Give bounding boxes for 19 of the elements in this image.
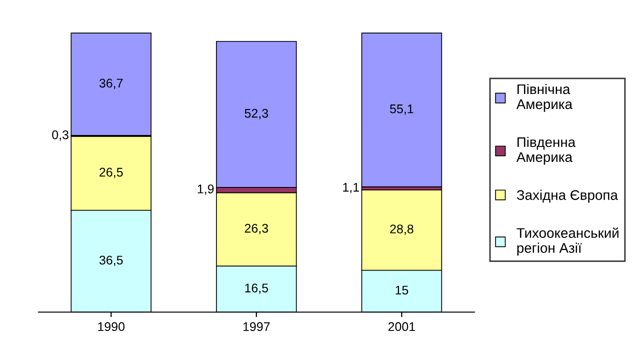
data-label: 52,3 [244,108,268,120]
x-tick-label: 1997 [243,322,270,332]
legend-label: Західна Європа [516,190,618,203]
data-label: 55,1 [390,104,414,115]
legend-label: Тихоокеанський регіон Азії [516,227,618,256]
data-label: 16,5 [245,284,268,294]
data-label: 0,3 [52,130,68,141]
data-label: 1,1 [343,182,359,194]
data-label: 36,7 [99,78,123,90]
legend-label: Південна Америка [516,136,576,165]
data-label: 15 [396,286,408,295]
data-label: 28,8 [390,224,414,235]
x-tick-label: 2001 [388,322,415,332]
data-label: 26,5 [100,168,123,178]
data-label: 36,5 [99,256,123,266]
legend-label: Північна Америка [516,84,573,112]
data-label: 1,9 [198,184,214,195]
data-label: 26,3 [244,224,268,234]
x-tick-label: 1990 [98,322,125,332]
